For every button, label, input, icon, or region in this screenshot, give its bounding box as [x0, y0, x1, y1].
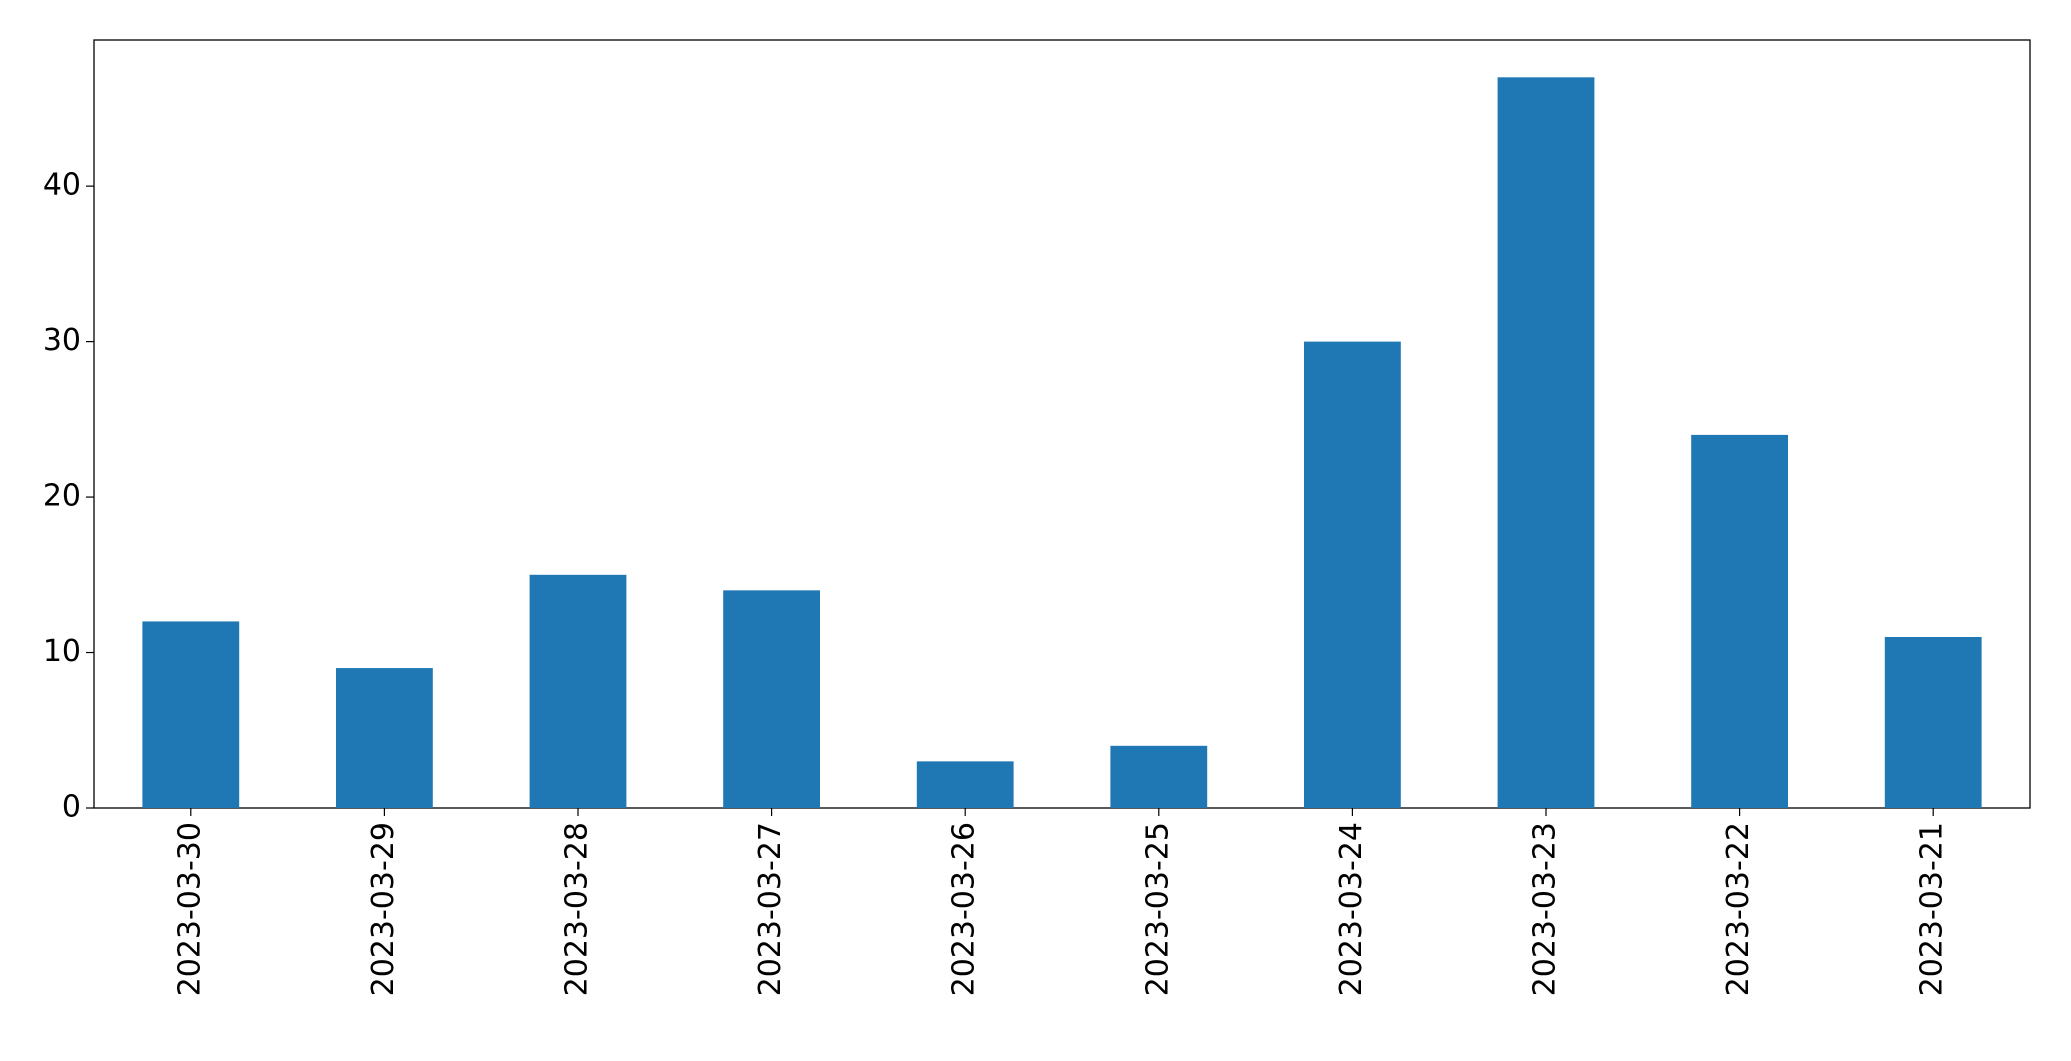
x-tick-label: 2023-03-29	[366, 822, 401, 996]
bar	[1497, 77, 1595, 808]
x-tick-label: 2023-03-23	[1528, 822, 1563, 996]
bar	[142, 621, 240, 808]
x-tick-label: 2023-03-25	[1140, 822, 1175, 996]
bar	[916, 761, 1014, 808]
x-tick-label: 2023-03-21	[1915, 822, 1950, 996]
plot-frame	[93, 39, 2031, 809]
y-tick-label: 10	[43, 634, 81, 669]
bar	[1884, 636, 1982, 808]
y-tick-label: 30	[43, 323, 81, 358]
bar	[529, 574, 627, 808]
bar	[1691, 434, 1788, 808]
x-tick-label: 2023-03-28	[560, 822, 595, 996]
x-tick-label: 2023-03-27	[753, 822, 788, 996]
bar	[1110, 745, 1208, 808]
bar	[1304, 341, 1401, 808]
y-tick-label: 40	[43, 168, 81, 203]
x-tick-label: 2023-03-24	[1334, 822, 1369, 996]
y-tick-label: 20	[43, 479, 81, 514]
bar	[723, 590, 820, 808]
x-tick-label: 2023-03-22	[1721, 822, 1756, 996]
x-tick-label: 2023-03-26	[947, 822, 982, 996]
x-tick-label: 2023-03-30	[172, 822, 207, 996]
y-tick-label: 0	[62, 790, 81, 825]
bar	[336, 668, 433, 808]
